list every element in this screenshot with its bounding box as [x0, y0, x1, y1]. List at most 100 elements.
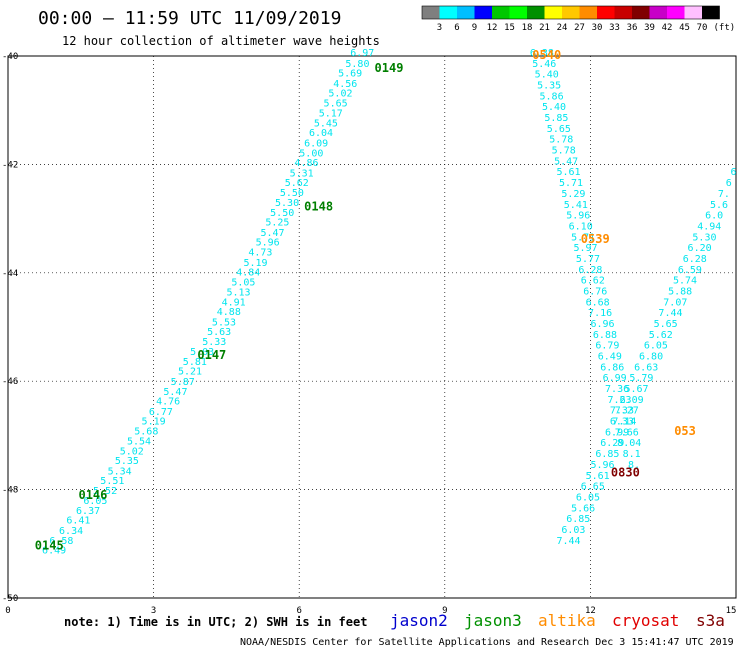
color-swatch [439, 6, 457, 19]
wave-height-value: 5.65 [547, 124, 571, 135]
wave-height-value: 5.13 [226, 288, 250, 299]
wave-height-value: 5.25 [265, 218, 289, 229]
wave-height-value: 8.1 [623, 449, 641, 460]
wave-height-value: 6.29 [600, 438, 624, 449]
color-tick-label: 12 [487, 23, 498, 33]
color-swatch [597, 6, 615, 19]
wave-height-value: 5.97 [573, 243, 597, 254]
wave-height-value: 5.6 [710, 200, 728, 211]
wave-height-value: 5.19 [142, 417, 166, 428]
wave-height-value: 6.09 [620, 395, 644, 406]
wave-height-value: 7.07 [663, 297, 687, 308]
wave-height-value: 5.53 [212, 317, 236, 328]
wave-height-value: 4.94 [697, 221, 721, 232]
wave-height-value: 5.79 [629, 373, 653, 384]
wave-height-value: 5.35 [115, 456, 139, 467]
color-tick-label: 3 [437, 23, 442, 33]
wave-height-value: 6.05 [576, 492, 600, 503]
wave-height-value: 7.23 [607, 395, 631, 406]
wave-height-value: 6.77 [149, 407, 173, 418]
wave-height-value: 5.19 [243, 258, 267, 269]
plot-frame [7, 55, 737, 599]
wave-height-value: 6.99 [603, 373, 627, 384]
satellite-legend-jason3: jason3 [464, 611, 522, 630]
y-tick-label: -40 [2, 52, 18, 62]
wave-height-value: 6.79 [595, 341, 619, 352]
color-tick-label: 6 [454, 23, 459, 33]
wave-height-value: 5.46 [532, 59, 556, 70]
wave-height-value: 6.04 [309, 128, 333, 139]
x-tick-label: 9 [442, 606, 447, 616]
wave-height-value: 5.40 [535, 70, 559, 81]
wave-height-value: 6.63 [634, 362, 658, 373]
wave-height-value: 5.30 [692, 232, 716, 243]
wave-height-value: 6.37 [76, 506, 100, 517]
color-tick-label: 15 [504, 23, 515, 33]
wave-height-value: 6.62 [581, 276, 605, 287]
color-tick-label: 9 [472, 23, 477, 33]
wave-height-value: 6.65 [581, 482, 605, 493]
pass-label: 0148 [304, 200, 333, 214]
wave-height-value: 6.80 [639, 352, 663, 363]
color-swatch [667, 6, 685, 19]
wave-height-value: 5.02 [120, 446, 144, 457]
wave-height-value: 5.54 [127, 437, 151, 448]
color-tick-label: 42 [662, 23, 673, 33]
pass-label: 0539 [581, 232, 610, 246]
wave-height-value: 5.85 [544, 113, 568, 124]
wave-height-value: 6.28 [578, 265, 602, 276]
color-swatch [684, 6, 702, 19]
wave-height-value: 6.20 [688, 243, 712, 254]
satellite-legend-jason2: jason2 [390, 611, 448, 630]
pass-labels: 0149 0148 0147 0146 0145 0540 0539 053 0830 [35, 48, 696, 553]
color-tick-label: 70 [697, 23, 708, 33]
wave-height-value: 5.71 [571, 232, 595, 243]
wave-height-value: 5.47 [163, 387, 187, 398]
wave-height-value: 5.41 [564, 200, 588, 211]
wave-height-value: 6.88 [593, 330, 617, 341]
color-scale-legend: 3 6 9 12 15 18 21 24 27 30 33 36 39 42 45 70 (ft) [421, 5, 736, 33]
color-swatch [527, 6, 545, 19]
footnote: note: 1) Time is in UTC; 2) SWH is in fe… [64, 615, 367, 629]
color-swatch [492, 6, 510, 19]
color-swatch [614, 6, 632, 19]
wave-height-value: 6 [726, 178, 732, 189]
wave-height-value: 5.30 [275, 198, 299, 209]
wave-height-value: 6.59 [678, 265, 702, 276]
wave-height-value: 6.96 [590, 319, 614, 330]
wave-height-value: 5.88 [668, 286, 692, 297]
y-tick-label: -46 [2, 377, 18, 387]
wave-height-value: 5.45 [314, 118, 338, 129]
wave-height-value: 5.31 [290, 168, 314, 179]
wave-height-value: 6.86 [600, 362, 624, 373]
wave-height-value: 4.76 [156, 397, 180, 408]
x-tick-label: 12 [585, 606, 596, 616]
wave-height-value: 5.50 [270, 208, 294, 219]
wave-height-value: 5.96 [256, 238, 280, 249]
color-swatch [579, 6, 597, 19]
x-tick-label: 0 [5, 606, 10, 616]
wave-height-value: 5.78 [552, 146, 576, 157]
color-unit-label: (ft) [714, 23, 736, 33]
color-swatch [649, 6, 667, 19]
wave-height-value: 8.04 [617, 438, 641, 449]
y-tick-label: -44 [2, 269, 18, 279]
wave-height-value: 5.77 [576, 254, 600, 265]
wave-height-value: 4.88 [217, 307, 241, 318]
wave-height-value: 5.87 [171, 377, 195, 388]
color-bar-frame [421, 5, 720, 20]
wave-height-value: 5.66 [571, 503, 595, 514]
wave-height-value: 5.51 [100, 476, 124, 487]
wave-height-value: 6.34 [59, 526, 83, 537]
color-tick-label: 27 [574, 23, 585, 33]
wave-height-value: 4.73 [248, 247, 272, 258]
wave-height-value: 6.76 [583, 286, 607, 297]
satellite-legend-altika: altika [538, 611, 596, 630]
color-swatch [474, 6, 492, 19]
wave-height-value: 5.78 [549, 135, 573, 146]
y-tick-label: -42 [2, 160, 18, 170]
wave-height-value: 5.67 [624, 384, 648, 395]
axis-ticks: 0 3 6 9 12 15 -40 -42 -44 -46 -48 -50 [2, 52, 736, 616]
wave-height-value: 5.86 [540, 91, 564, 102]
